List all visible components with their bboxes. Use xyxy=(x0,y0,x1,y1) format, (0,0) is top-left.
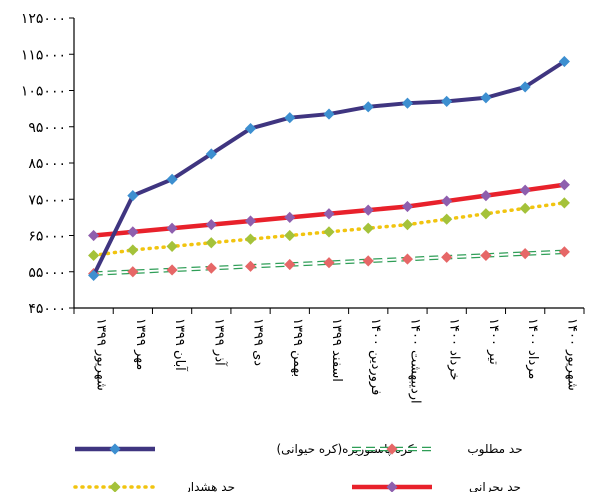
data-point xyxy=(127,226,139,238)
data-point xyxy=(401,97,414,109)
y-tick-label: ۶۵۰۰۰ xyxy=(28,229,66,245)
data-point xyxy=(166,240,178,252)
data-point xyxy=(88,229,100,242)
series-4 xyxy=(88,246,570,280)
x-axis-ticks: شهریور ۱۳۹۹ مهر ۱۳۹۹ آبان ۱۳۹۹ آذر ۱۳۹۹ دی ۱… xyxy=(73,308,585,404)
data-point xyxy=(166,222,178,234)
data-point xyxy=(284,229,296,242)
x-tick-label: شهریور ۱۳۹۹ xyxy=(94,318,109,391)
data-point xyxy=(205,237,217,249)
data-point xyxy=(558,197,570,209)
x-tick-label: اردیبهشت ۱۴۰۰ xyxy=(407,318,422,404)
y-tick-label: ۴۵۰۰۰ xyxy=(28,301,66,317)
x-tick-label: آذر ۱۳۹۹ xyxy=(211,318,228,367)
series-3 xyxy=(88,197,570,262)
legend-label: کره پاستوریزه(کره حیوانی) xyxy=(276,442,413,457)
x-tick-label: آبان ۱۳۹۹ xyxy=(172,318,189,372)
data-point xyxy=(401,253,414,265)
legend-label: حد مطلوب xyxy=(467,442,522,457)
data-point xyxy=(323,108,335,120)
data-point xyxy=(244,260,257,272)
data-point xyxy=(166,173,178,185)
data-point xyxy=(401,219,414,231)
x-tick-label: تیر ۱۴۰۰ xyxy=(486,318,501,365)
legend-item-1: کره پاستوریزه(کره حیوانی) xyxy=(75,442,414,457)
data-point xyxy=(323,226,335,238)
data-point xyxy=(284,211,296,223)
data-point xyxy=(323,257,335,269)
data-point xyxy=(519,81,531,93)
y-tick-label: ۵۵۰۰۰ xyxy=(28,265,66,281)
legend-item-4: حد بحرانی xyxy=(352,480,521,492)
legend-item-2: حد مطلوب xyxy=(352,442,523,457)
data-point xyxy=(284,112,296,124)
data-point xyxy=(166,264,178,276)
y-tick-label: ۹۵۰۰۰ xyxy=(28,120,66,136)
data-point xyxy=(205,148,217,160)
data-point xyxy=(441,195,453,207)
x-tick-label: دی ۱۳۹۹ xyxy=(251,318,266,366)
data-point xyxy=(362,222,374,234)
data-point xyxy=(441,95,453,107)
data-point xyxy=(362,255,374,267)
y-tick-label: ۱۲۵۰۰۰ xyxy=(21,11,66,27)
data-point xyxy=(558,55,570,68)
x-tick-label: مرداد ۱۴۰۰ xyxy=(525,318,540,379)
data-point xyxy=(205,262,217,274)
x-tick-label: شهریور ۱۴۰۰ xyxy=(564,318,579,391)
series-2 xyxy=(88,179,570,242)
series-line xyxy=(91,59,566,277)
data-point xyxy=(441,213,453,225)
data-point xyxy=(88,249,100,262)
data-point xyxy=(244,215,257,227)
data-point xyxy=(480,249,492,262)
data-point xyxy=(362,204,374,216)
data-point xyxy=(127,190,139,202)
data-point xyxy=(284,258,296,271)
legend-item-3: حد هشدار xyxy=(73,480,235,492)
y-axis-ticks: ۱۲۵۰۰۰ ۱۱۵۰۰۰ ۱۰۵۰۰۰ ۹۵۰۰۰ ۸۵۰۰۰ ۷۵۰۰۰ ۶۵۰۰۰ ۵۵… xyxy=(21,11,74,317)
x-tick-label: بهمن ۱۳۹۹ xyxy=(290,318,305,377)
legend-label: حد هشدار xyxy=(184,480,235,492)
y-tick-label: ۸۵۰۰۰ xyxy=(28,156,66,172)
data-point xyxy=(386,443,398,455)
data-point xyxy=(386,481,398,492)
chart-legend: کره پاستوریزه(کره حیوانی) حد مطلوب حد هشدا… xyxy=(73,442,523,492)
data-point xyxy=(362,101,374,113)
data-point xyxy=(244,122,257,135)
y-tick-label: ۷۵۰۰۰ xyxy=(28,192,66,208)
data-point xyxy=(109,481,121,492)
chart-series xyxy=(88,55,570,281)
data-point xyxy=(558,179,570,191)
x-tick-label: خرداد ۱۴۰۰ xyxy=(447,318,462,380)
x-tick-label: اسفند ۱۳۹۹ xyxy=(329,318,344,382)
data-point xyxy=(519,248,531,260)
data-point xyxy=(88,269,100,281)
data-point xyxy=(480,190,492,202)
data-point xyxy=(323,208,335,220)
data-point xyxy=(519,202,531,214)
data-point xyxy=(109,443,121,455)
data-point xyxy=(127,266,139,278)
y-tick-label: ۱۱۵۰۰۰ xyxy=(21,47,66,63)
y-tick-label: ۱۰۵۰۰۰ xyxy=(21,84,66,100)
legend-label: حد بحرانی xyxy=(469,480,521,492)
data-point xyxy=(519,184,531,196)
data-point xyxy=(401,200,414,213)
data-point xyxy=(441,251,453,263)
data-point xyxy=(127,244,139,256)
series-1 xyxy=(88,55,570,281)
data-point xyxy=(480,208,492,220)
data-point xyxy=(558,246,570,258)
data-point xyxy=(480,92,492,104)
data-point xyxy=(244,233,257,245)
x-tick-label: مهر ۱۳۹۹ xyxy=(133,318,148,370)
x-tick-label: فروردین ۱۴۰۰ xyxy=(368,318,383,395)
data-point xyxy=(205,219,217,231)
